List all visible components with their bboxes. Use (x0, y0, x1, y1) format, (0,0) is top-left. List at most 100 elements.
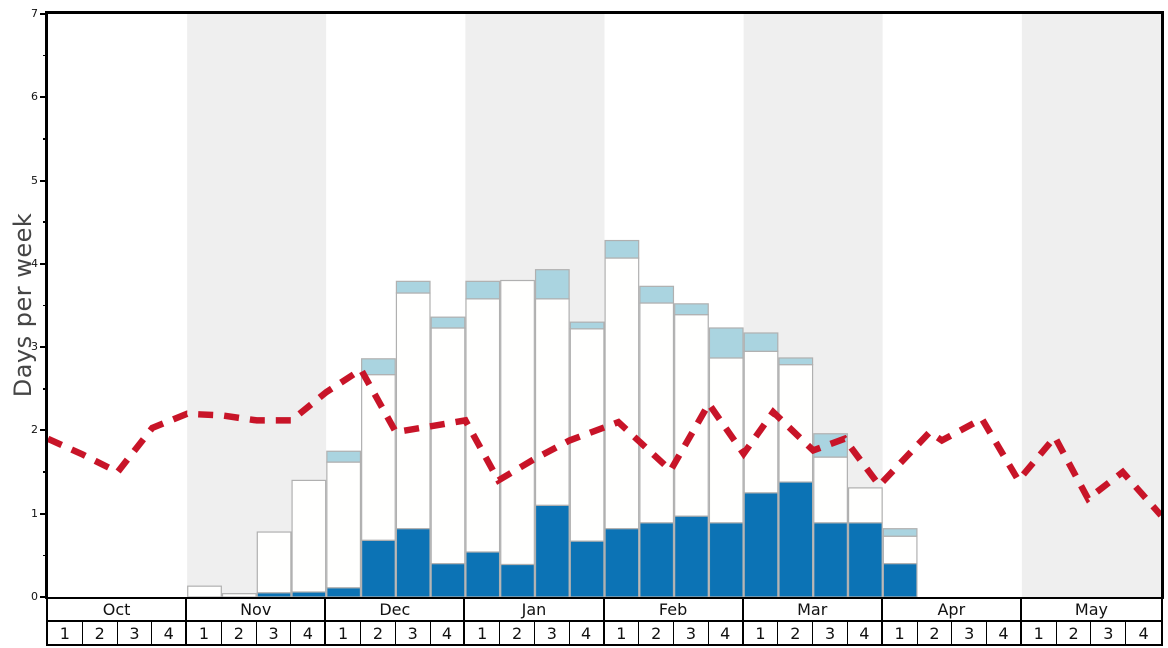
week-cell: 3 (952, 622, 988, 644)
bar-segment-dark-blue (604, 528, 640, 597)
bar-segment-dark-blue (569, 540, 605, 597)
week-cell: 3 (257, 622, 292, 644)
bar-segment-white (847, 487, 883, 524)
week-cell: 1 (48, 622, 83, 644)
bar-segment-white (221, 593, 257, 597)
bar-segment-white (743, 350, 779, 494)
bar-segment-dark-blue (708, 522, 744, 597)
y-major-tick (40, 262, 48, 265)
week-cell: 1 (326, 622, 362, 644)
plot-area (48, 14, 1161, 597)
week-cell: 2 (361, 622, 396, 644)
week-cell: 3 (674, 622, 709, 644)
y-tick-label: 5 (31, 173, 38, 187)
bar-segment-white (465, 298, 501, 553)
bar-segment-white (882, 535, 918, 565)
bar-segment-light-blue (569, 321, 605, 330)
y-major-tick (40, 512, 48, 515)
month-band (1021, 14, 1161, 597)
week-cell: 1 (883, 622, 918, 644)
week-cell: 4 (570, 622, 605, 644)
bar-segment-dark-blue (882, 563, 918, 597)
bar-segment-dark-blue (813, 522, 848, 597)
bar-segment-light-blue (430, 316, 466, 329)
bar-segment-white (291, 479, 327, 593)
y-tick-label: 4 (31, 256, 38, 270)
week-cell: 4 (987, 622, 1022, 644)
y-axis-label: Days per week (9, 212, 37, 398)
bar-segment-white (187, 585, 222, 597)
month-band (882, 14, 1022, 597)
y-major-tick (40, 596, 48, 598)
y-minor-tick (43, 54, 48, 57)
month-cell-may: May (1074, 600, 1108, 619)
bar-segment-light-blue (882, 528, 918, 537)
week-cell: 4 (1138, 623, 1149, 643)
week-cell: 2 (222, 622, 257, 644)
bar-segment-white (708, 357, 744, 524)
bar-segment-dark-blue (847, 522, 883, 597)
bar-segment-white (500, 279, 535, 566)
y-minor-tick (43, 388, 48, 390)
bar-segment-white (639, 302, 675, 524)
week-cell: 2 (778, 622, 814, 644)
y-major-tick (40, 96, 48, 99)
week-cell: 2 (639, 622, 675, 644)
week-cell: 1 (744, 622, 779, 644)
bars-layer (187, 239, 918, 597)
week-cell: 4 (709, 622, 744, 644)
week-cell: 1 (465, 622, 501, 644)
week-cell: 4 (291, 622, 327, 644)
bar-segment-light-blue (743, 332, 779, 352)
week-cell: 3 (813, 622, 848, 644)
bar-segment-light-blue (708, 327, 744, 359)
week-cell: 1 (187, 622, 222, 644)
bar-segment-dark-blue (361, 539, 396, 597)
bar-segment-light-blue (395, 280, 431, 294)
bar-segment-light-blue (465, 280, 501, 300)
month-cell-mar: Mar (744, 599, 883, 620)
month-cell-jan: Jan (465, 599, 605, 620)
bar-segment-dark-blue (291, 591, 327, 597)
month-band (48, 14, 188, 597)
bar-segment-light-blue (604, 239, 640, 259)
y-minor-tick (43, 471, 48, 473)
y-minor-tick (43, 138, 48, 140)
bar-segment-white (778, 364, 814, 483)
bar-segment-dark-blue (743, 492, 779, 597)
week-cell: 1 (1022, 622, 1057, 644)
bar-segment-light-blue (326, 450, 362, 463)
y-minor-tick (43, 554, 48, 557)
bar-segment-light-blue (534, 269, 570, 300)
week-cell: 3 (396, 622, 431, 644)
week-cell: 2 (1057, 622, 1092, 644)
month-cell-dec: Dec (326, 599, 466, 620)
y-tick-label: 2 (31, 423, 38, 437)
y-tick-label: 7 (31, 7, 38, 20)
bar-segment-dark-blue (395, 528, 431, 597)
month-cell-feb: Feb (605, 599, 744, 620)
week-cell: 4 (848, 622, 883, 644)
bar-segment-light-blue (361, 358, 396, 376)
bar-segment-light-blue (674, 303, 709, 316)
week-cell: 3 (535, 622, 570, 644)
month-cell-oct: Oct (48, 599, 188, 620)
y-minor-tick (43, 304, 48, 307)
y-major-tick (40, 346, 48, 349)
bar-segment-dark-blue (430, 563, 466, 597)
bar-segment-dark-blue (500, 563, 535, 597)
y-tick-label: 3 (31, 340, 38, 354)
bar-segment-dark-blue (674, 515, 709, 597)
bar-segment-light-blue (639, 285, 675, 304)
week-cell: 2 (83, 622, 118, 644)
y-tick-label: 6 (31, 90, 38, 104)
month-cell-apr: Apr (883, 599, 1022, 620)
week-cell: 4 (431, 622, 466, 644)
week-cell: 4 (152, 622, 188, 644)
week-cell: 3 (118, 622, 153, 644)
bar-segment-white (326, 461, 362, 589)
week-cell: 2 (918, 622, 953, 644)
bar-segment-dark-blue (534, 504, 570, 597)
